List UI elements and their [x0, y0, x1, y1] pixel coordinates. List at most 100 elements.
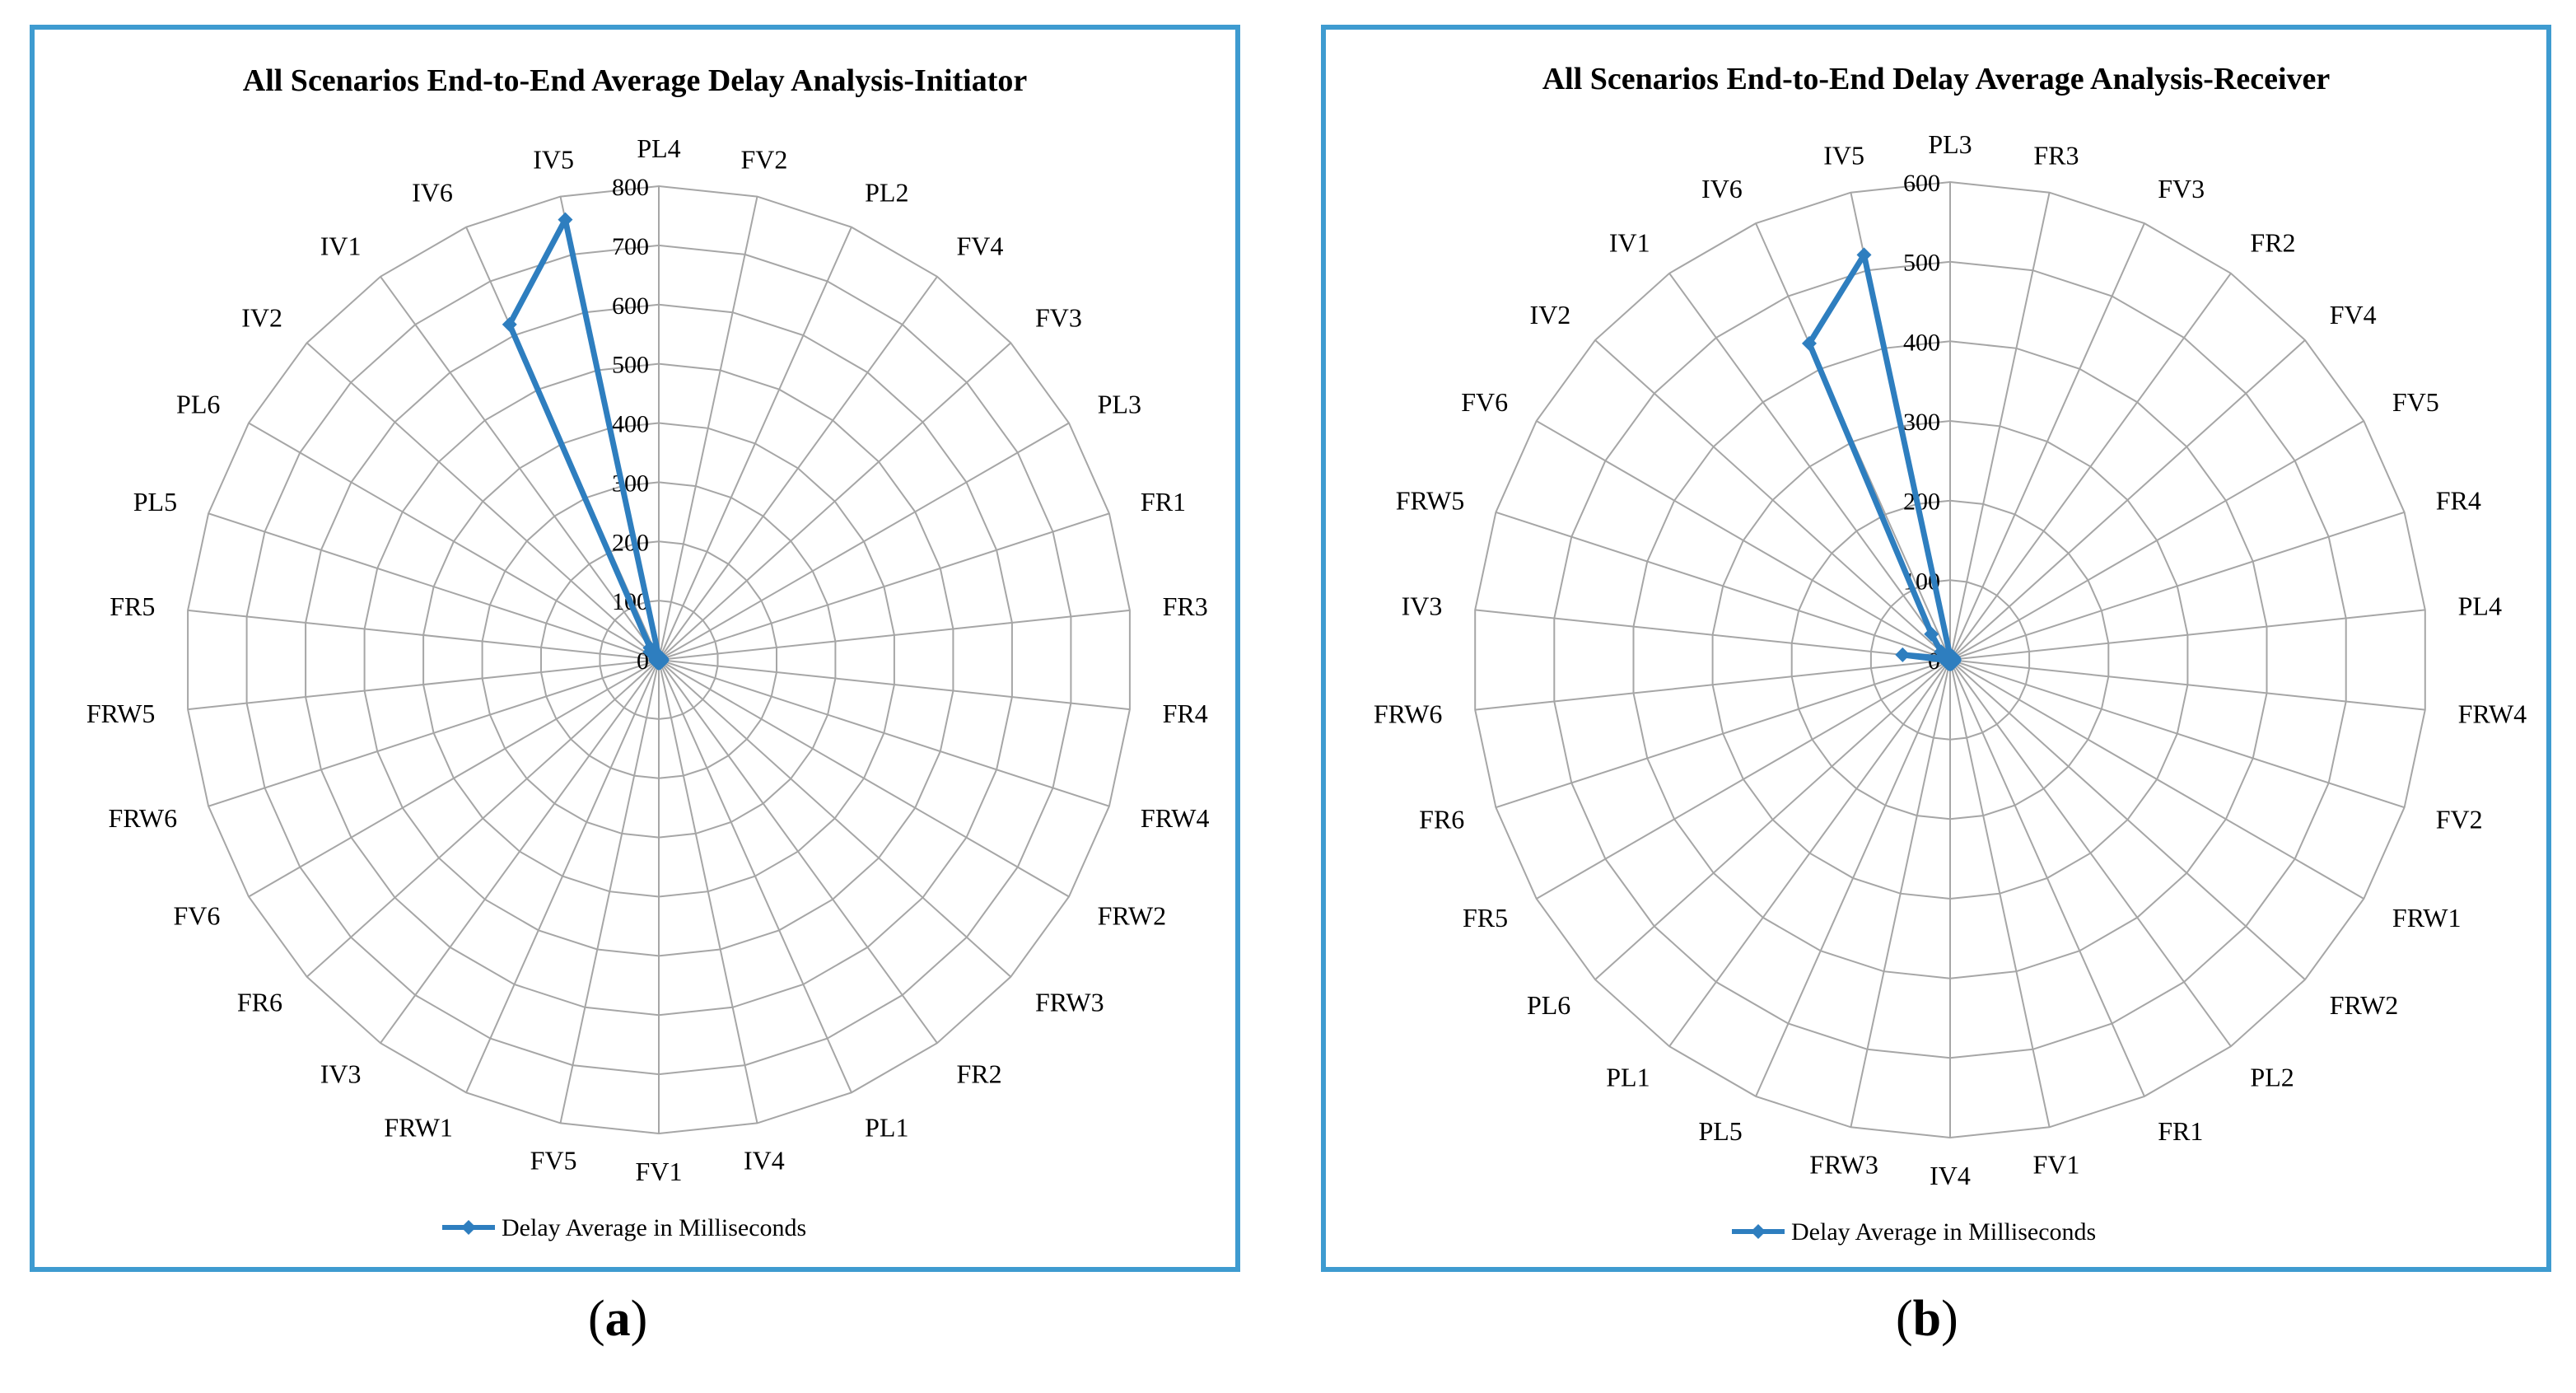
initiator-radial-tick-label: 700: [612, 233, 649, 260]
receiver-category-label: FR4: [2436, 486, 2481, 516]
initiator-spoke: [658, 659, 758, 1124]
initiator-category-label: FV5: [530, 1145, 577, 1175]
initiator-spoke: [559, 659, 660, 1124]
initiator-category-label: FV4: [957, 231, 1004, 261]
initiator-category-label: PL2: [865, 178, 908, 208]
initiator-category-label: IV2: [241, 303, 282, 333]
receiver-category-label: PL2: [2250, 1062, 2294, 1091]
receiver-category-label: FR1: [2158, 1116, 2203, 1146]
receiver-spoke: [1536, 659, 1951, 900]
receiver-spoke: [1949, 511, 2405, 661]
initiator-spoke: [248, 422, 660, 661]
initiator-spoke: [658, 659, 938, 1044]
initiator-spoke: [658, 659, 1011, 978]
initiator-spoke: [208, 512, 660, 661]
initiator-category-label: PL5: [133, 487, 177, 517]
initiator-category-label: FR3: [1163, 591, 1208, 621]
initiator-category-label: PL3: [1098, 390, 1141, 419]
receiver-category-label: FR2: [2250, 228, 2295, 258]
receiver-category-label: IV5: [1823, 141, 1864, 171]
radar-chart-receiver: All Scenarios End-to-End Delay Average A…: [1374, 62, 2527, 1246]
initiator-spoke: [187, 659, 660, 711]
initiator-data-point: [558, 212, 573, 227]
receiver-series-line: [1806, 251, 1958, 667]
initiator-category-label: IV5: [533, 145, 574, 175]
receiver-category-label: PL5: [1698, 1116, 1742, 1146]
initiator-spoke: [208, 659, 660, 807]
receiver-spoke: [1594, 659, 1951, 980]
initiator-spoke: [658, 276, 938, 661]
initiator-data-point: [642, 640, 658, 656]
receiver-data-point: [1934, 644, 1949, 660]
receiver-spoke: [1949, 609, 2425, 661]
initiator-spoke: [380, 276, 660, 661]
receiver-category-label: IV4: [1930, 1161, 1971, 1190]
receiver-category-label: IV1: [1609, 228, 1650, 258]
initiator-spoke: [658, 659, 852, 1093]
receiver-category-label: FRW5: [1396, 486, 1465, 516]
receiver-spoke: [1496, 659, 1951, 809]
receiver-category-label: FV3: [2158, 174, 2205, 203]
receiver-spoke: [1949, 222, 2145, 661]
initiator-category-label: FR4: [1163, 699, 1208, 728]
initiator-legend-swatch-marker: [461, 1220, 476, 1235]
receiver-category-label: FR5: [1463, 903, 1508, 933]
initiator-chart-title: All Scenarios End-to-End Average Delay A…: [243, 63, 1028, 98]
receiver-spoke: [1949, 659, 2306, 980]
caption-a: (a): [588, 1291, 648, 1347]
receiver-spoke: [1949, 420, 2364, 661]
initiator-category-label: FRW2: [1098, 901, 1167, 931]
receiver-spoke: [1949, 659, 2145, 1097]
receiver-spoke: [1949, 659, 2232, 1047]
initiator-data-point: [502, 316, 517, 332]
receiver-spoke: [1475, 609, 1951, 661]
receiver-radial-tick-label: 400: [1903, 329, 1940, 356]
initiator-category-label: IV1: [320, 231, 362, 261]
receiver-category-label: PL6: [1527, 990, 1570, 1020]
initiator-radial-tick-label: 500: [612, 352, 649, 379]
initiator-category-label: IV4: [744, 1145, 785, 1175]
receiver-spoke: [1949, 192, 2051, 661]
receiver-spoke: [1949, 659, 2364, 900]
initiator-category-label: FRW3: [1035, 988, 1104, 1017]
initiator-category-label: IV3: [320, 1059, 362, 1088]
initiator-spoke: [306, 342, 660, 661]
receiver-data-point: [1856, 247, 1872, 263]
receiver-legend-label: Delay Average in Milliseconds: [1791, 1218, 2096, 1246]
receiver-category-label: FRW4: [2458, 699, 2527, 728]
receiver-chart-title: All Scenarios End-to-End Delay Average A…: [1542, 62, 2331, 96]
initiator-category-label: FRW1: [384, 1112, 453, 1142]
receiver-radial-tick-label: 300: [1903, 409, 1940, 436]
initiator-spoke: [658, 227, 852, 661]
receiver-category-label: PL1: [1606, 1062, 1650, 1091]
initiator-radial-tick-label: 400: [612, 411, 649, 438]
initiator-category-label: PL4: [637, 133, 680, 163]
initiator-category-label: FV1: [636, 1157, 683, 1186]
initiator-category-label: FV3: [1035, 303, 1082, 333]
initiator-spoke: [658, 512, 1110, 661]
initiator-category-label: FR6: [237, 988, 282, 1017]
receiver-category-label: IV3: [1402, 591, 1443, 621]
initiator-spoke: [380, 659, 660, 1044]
initiator-category-label: FRW4: [1141, 803, 1210, 833]
receiver-spoke: [1949, 659, 2051, 1128]
initiator-category-label: FR5: [110, 591, 155, 621]
receiver-category-label: PL3: [1928, 129, 1972, 159]
receiver-spoke: [1755, 659, 1951, 1097]
radar-chart-initiator: All Scenarios End-to-End Average Delay A…: [86, 63, 1210, 1241]
initiator-category-label: FRW6: [109, 803, 178, 833]
receiver-category-label: FV6: [1461, 387, 1508, 417]
initiator-category-label: FV6: [173, 901, 220, 931]
initiator-category-label: FV2: [740, 145, 787, 175]
initiator-spoke: [658, 659, 1110, 807]
caption-b: (b): [1896, 1291, 1958, 1347]
receiver-radial-tick-label: 500: [1903, 250, 1940, 277]
receiver-category-label: FRW3: [1809, 1149, 1878, 1179]
initiator-spoke: [658, 342, 1011, 661]
initiator-spoke: [465, 659, 660, 1093]
receiver-data-point: [1801, 335, 1817, 351]
receiver-data-point: [1924, 626, 1939, 642]
receiver-category-label: FR3: [2033, 141, 2079, 171]
initiator-category-label: FRW5: [86, 699, 156, 728]
receiver-radial-tick-label: 600: [1903, 170, 1940, 197]
